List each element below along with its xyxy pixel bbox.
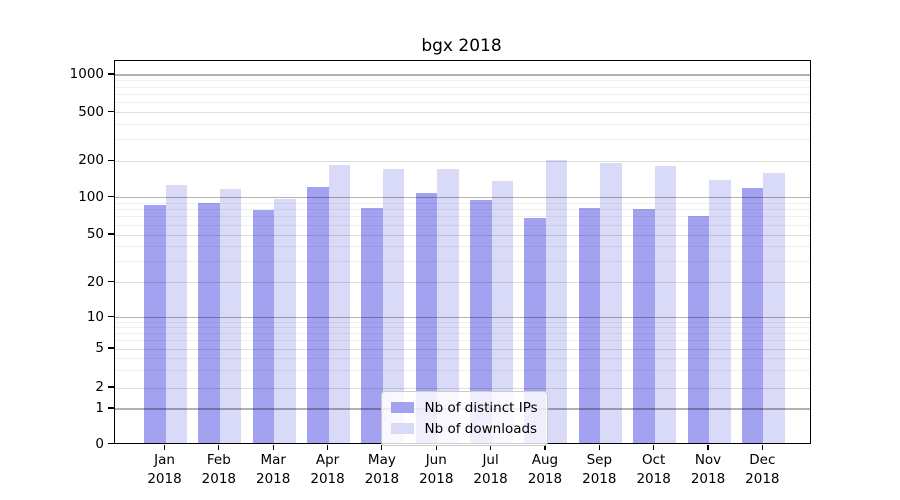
x-tick-label: Dec 2018 [745,451,780,487]
y-tick-mark [108,111,114,113]
x-tick-mark [218,444,220,450]
legend: Nb of distinct IPs Nb of downloads [380,391,548,446]
x-tick-label: Mar 2018 [256,451,291,487]
legend-swatch-distinct-ips [390,401,414,414]
y-tick-mark [108,281,114,283]
x-tick-mark [653,444,655,450]
x-tick-label: Oct 2018 [636,451,671,487]
y-tick-label: 1 [95,400,104,416]
chart-title: bgx 2018 [421,36,502,56]
y-tick-label: 20 [86,273,104,290]
legend-item-downloads: Nb of downloads [390,418,538,439]
bar-jan-downloads [165,184,187,444]
x-tick-mark [598,444,600,450]
bar-mar-distinct-ips [252,210,275,444]
x-tick-label: Feb 2018 [201,451,237,487]
x-tick-mark [761,444,763,450]
y-tick-mark [108,195,114,198]
x-tick-label: Jun 2018 [419,451,454,487]
x-tick-mark [272,444,274,450]
x-tick-label: Aug 2018 [527,451,563,487]
bar-feb-distinct-ips [198,203,220,444]
y-tick-label: 500 [78,103,104,120]
x-tick-label: Jul 2018 [473,451,508,487]
bar-dec-downloads [763,173,785,444]
x-tick-label: Sep 2018 [582,451,617,487]
y-tick-mark [108,407,114,409]
bar-oct-distinct-ips [633,208,655,444]
x-tick-mark [163,444,166,450]
bar-nov-downloads [709,179,731,444]
x-tick-mark [707,444,709,450]
bar-mar-downloads [274,198,296,444]
y-tick-label: 200 [78,152,104,169]
bar-feb-downloads [219,188,242,444]
y-tick-label: 0 [95,435,104,452]
y-tick-label: 2 [95,379,104,395]
bar-may-downloads [382,168,405,444]
x-tick-label: May 2018 [364,451,400,487]
x-tick-label: Nov 2018 [690,451,726,487]
y-tick-label: 5 [95,340,104,356]
y-tick-mark [108,347,114,349]
y-tick-mark [108,159,114,161]
x-tick-mark [490,444,492,450]
bar-aug-downloads [545,159,568,444]
x-tick-label: Jan 2018 [147,451,182,487]
y-tick-mark [108,315,114,318]
y-tick-label: 100 [78,188,104,205]
bar-oct-downloads [654,166,677,444]
bar-jul-distinct-ips [470,199,492,444]
legend-label-distinct-ips: Nb of distinct IPs [424,399,538,416]
y-tick-label: 1000 [69,66,104,82]
bar-apr-downloads [328,165,351,444]
x-tick-mark [544,444,546,450]
bar-jun-downloads [437,168,459,444]
bar-jul-downloads [491,181,514,444]
bar-jan-distinct-ips [144,205,166,444]
y-tick-mark [108,386,114,388]
bar-may-distinct-ips [361,207,383,444]
x-tick-label: Apr 2018 [310,451,345,487]
x-tick-mark [435,444,437,450]
bar-dec-distinct-ips [741,187,764,444]
y-tick-label: 50 [86,226,104,242]
y-tick-mark [108,233,114,235]
bar-jun-distinct-ips [415,192,438,444]
y-tick-mark [108,73,114,75]
bar-sep-distinct-ips [578,207,601,444]
x-tick-mark [381,444,383,450]
bars-layer [115,61,810,444]
y-tick-mark [108,442,114,445]
legend-item-distinct-ips: Nb of distinct IPs [390,397,538,418]
bar-sep-downloads [600,163,622,444]
x-tick-mark [326,444,329,450]
y-tick-label: 10 [86,308,104,325]
bar-nov-distinct-ips [687,216,709,444]
plot-area: Nb of distinct IPs Nb of downloads [113,60,811,446]
bar-apr-distinct-ips [307,187,329,444]
legend-swatch-downloads [390,422,414,435]
legend-label-downloads: Nb of downloads [424,420,538,437]
bar-aug-distinct-ips [524,218,546,444]
